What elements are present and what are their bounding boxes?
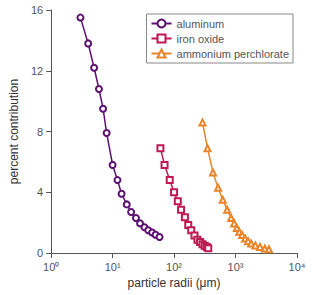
svg-text:iron oxide: iron oxide — [177, 33, 225, 45]
svg-text:aluminum: aluminum — [177, 18, 225, 30]
svg-text:8: 8 — [37, 126, 43, 138]
svg-text:ammonium perchlorate: ammonium perchlorate — [177, 48, 290, 60]
svg-text:percent contribution: percent contribution — [7, 79, 21, 184]
svg-text:10¹: 10¹ — [105, 261, 121, 273]
svg-text:0: 0 — [37, 247, 43, 259]
svg-text:10³: 10³ — [228, 261, 244, 273]
svg-text:12: 12 — [31, 65, 43, 77]
svg-text:particle radii (μm): particle radii (μm) — [128, 276, 221, 290]
svg-text:10⁰: 10⁰ — [43, 261, 59, 273]
svg-text:4: 4 — [37, 186, 43, 198]
svg-text:10²: 10² — [166, 261, 182, 273]
svg-text:16: 16 — [31, 4, 43, 16]
svg-text:10⁴: 10⁴ — [289, 261, 306, 273]
